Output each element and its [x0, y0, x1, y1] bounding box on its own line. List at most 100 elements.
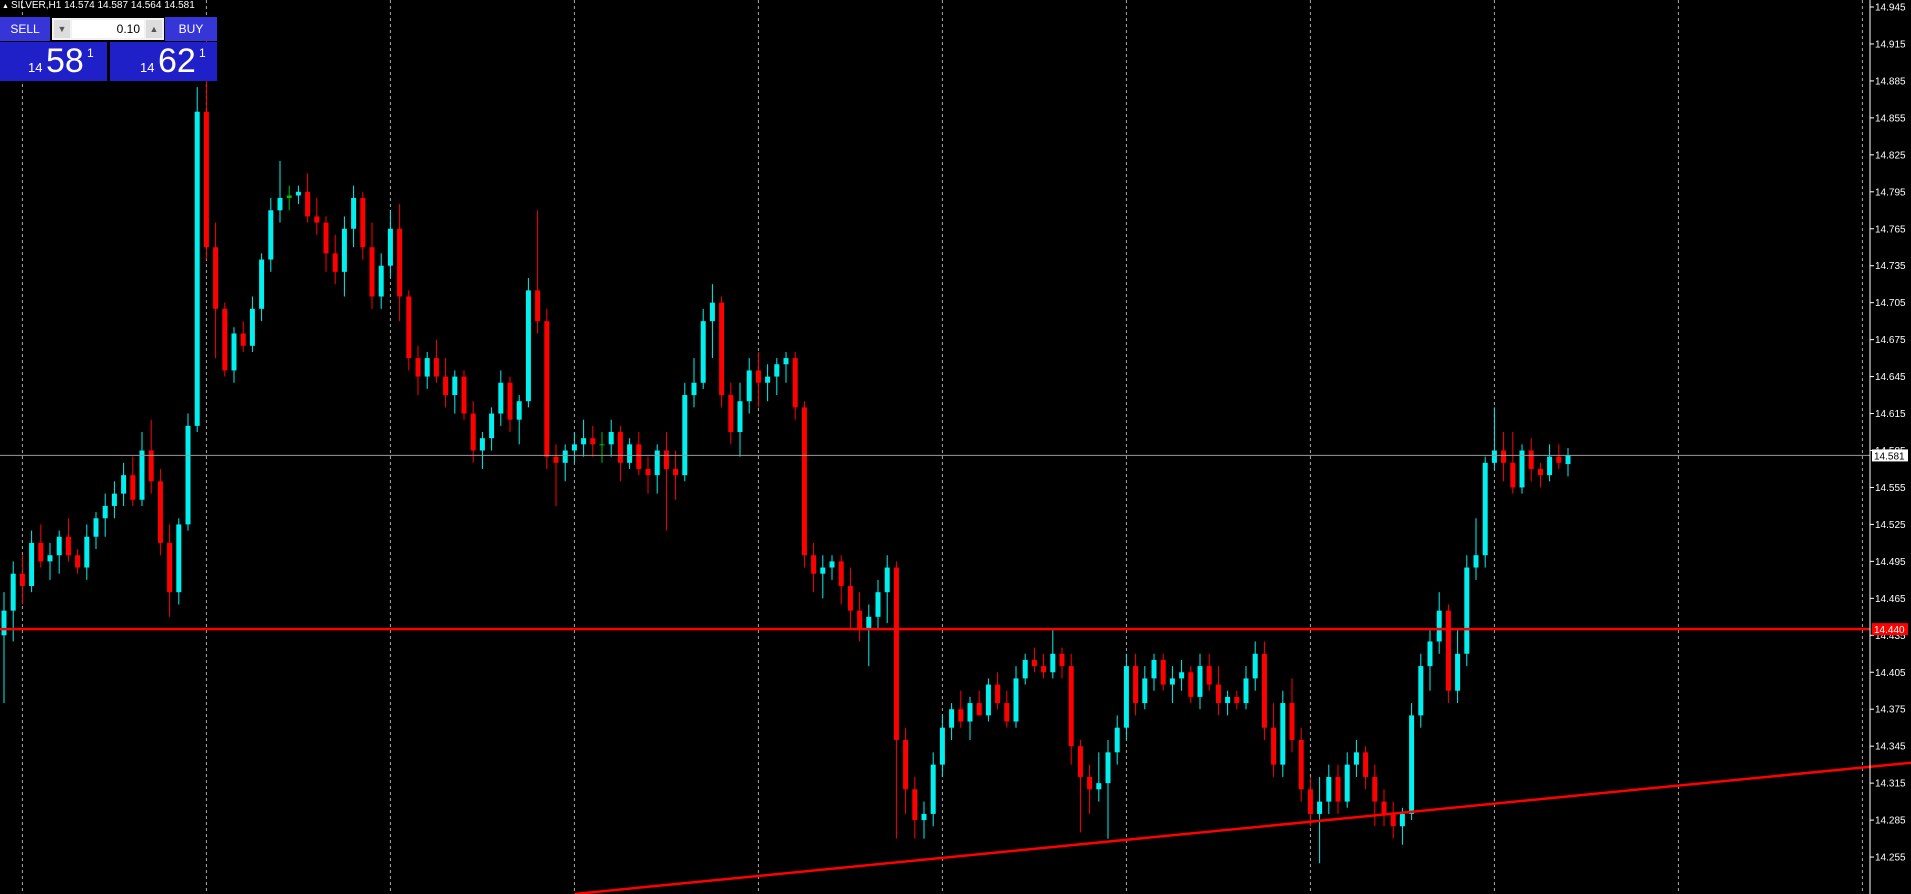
- candle-body: [1068, 666, 1074, 747]
- buy-price-box[interactable]: 14 62 1: [110, 42, 217, 81]
- candle-body: [737, 401, 743, 433]
- price-tick-label: 14.405: [1875, 668, 1906, 679]
- price-tick-label: 14.825: [1875, 150, 1906, 161]
- candle-body: [452, 376, 458, 396]
- candles: [1, 25, 1571, 864]
- candle-body: [617, 432, 623, 463]
- candle-body: [1188, 672, 1194, 697]
- candle-body: [1464, 567, 1470, 654]
- candle-body: [489, 413, 495, 439]
- price-tick-label: 14.555: [1875, 483, 1906, 494]
- price-tick-label: 14.525: [1875, 520, 1906, 531]
- trendline: [574, 761, 1911, 894]
- candle-body: [84, 536, 90, 568]
- candle-body: [295, 191, 301, 196]
- candle-body: [1271, 727, 1277, 765]
- candle-body: [1436, 610, 1442, 642]
- candle-body: [1409, 715, 1415, 814]
- candle-body: [958, 709, 964, 722]
- candle-body: [259, 259, 265, 309]
- price-tick-label: 14.795: [1875, 187, 1906, 198]
- current-price-tag: [1872, 449, 1908, 462]
- candle-body: [415, 358, 421, 377]
- lot-increase-icon[interactable]: ▲: [146, 20, 162, 38]
- sell-price-box[interactable]: 14 58 1: [0, 42, 107, 81]
- price-tick-label: 14.855: [1875, 113, 1906, 124]
- candle-body: [866, 616, 872, 630]
- candle-body: [479, 438, 485, 451]
- candle-body: [369, 247, 375, 297]
- ask-price-main: 62: [158, 42, 196, 80]
- candle-body: [1, 610, 7, 636]
- candle-body: [507, 382, 513, 420]
- candle-body: [424, 358, 430, 377]
- candle-body: [1565, 455, 1571, 465]
- price-tick-label: 14.315: [1875, 779, 1906, 790]
- candle-body: [516, 401, 522, 420]
- candle-body: [443, 376, 449, 396]
- candle-body: [1510, 462, 1516, 488]
- candle-body: [728, 395, 734, 433]
- price-tick-label: 14.765: [1875, 224, 1906, 235]
- candle-body: [1335, 776, 1341, 802]
- candle-body: [691, 382, 697, 396]
- candle-body: [406, 296, 412, 359]
- candle-body: [1491, 450, 1497, 463]
- candle-body: [811, 555, 817, 574]
- candle-body: [673, 468, 679, 476]
- candle-body: [746, 370, 752, 402]
- price-tick-label: 14.945: [1875, 3, 1906, 14]
- candle-body: [590, 438, 596, 445]
- candle-body: [1519, 450, 1525, 488]
- price-tick-label: 14.705: [1875, 298, 1906, 309]
- candle-body: [121, 475, 127, 494]
- candle-body: [249, 308, 255, 346]
- candle-body: [1326, 776, 1332, 802]
- candle-body: [1114, 727, 1120, 753]
- candle-body: [222, 308, 228, 371]
- candle-body: [967, 703, 973, 722]
- candle-body: [148, 450, 154, 482]
- candle-body: [1234, 696, 1240, 704]
- lot-decrease-icon[interactable]: ▼: [54, 20, 70, 38]
- candle-body: [1390, 813, 1396, 827]
- candle-body: [1243, 678, 1249, 704]
- price-tick-label: 14.615: [1875, 409, 1906, 420]
- candle-body: [1418, 666, 1424, 716]
- level-price-tag: [1872, 623, 1908, 636]
- candle-body: [167, 542, 173, 593]
- candle-body: [1252, 653, 1258, 679]
- candle-body: [765, 376, 771, 383]
- candle-body: [139, 450, 145, 500]
- lot-size-input[interactable]: [72, 20, 144, 38]
- candle-body: [341, 228, 347, 272]
- candle-body: [47, 555, 53, 562]
- candle-body: [1455, 653, 1461, 691]
- price-tick-label: 14.255: [1875, 853, 1906, 864]
- candle-body: [231, 333, 237, 371]
- candle-body: [636, 444, 642, 469]
- candle-body: [608, 432, 614, 445]
- candle-body: [1077, 746, 1083, 777]
- candle-body: [1031, 659, 1037, 667]
- candle-body: [461, 376, 467, 414]
- candle-body: [1344, 764, 1350, 802]
- buy-button[interactable]: BUY: [165, 17, 217, 41]
- candle-body: [700, 321, 706, 383]
- candle-body: [1445, 610, 1451, 691]
- candle-body: [387, 228, 393, 266]
- collapse-triangle-icon[interactable]: ▲: [2, 3, 9, 10]
- price-tick-label: 14.915: [1875, 39, 1906, 50]
- candle-body: [1004, 703, 1010, 722]
- price-tick-label: 14.285: [1875, 816, 1906, 827]
- candle-body: [1096, 783, 1102, 790]
- sell-button[interactable]: SELL: [0, 17, 50, 41]
- candle-body: [277, 197, 283, 211]
- candle-body: [1501, 450, 1507, 463]
- candle-body: [1022, 659, 1028, 679]
- candle-body: [332, 253, 338, 272]
- candle-body: [102, 505, 108, 519]
- candle-body: [774, 364, 780, 377]
- price-tick-label: 14.345: [1875, 742, 1906, 753]
